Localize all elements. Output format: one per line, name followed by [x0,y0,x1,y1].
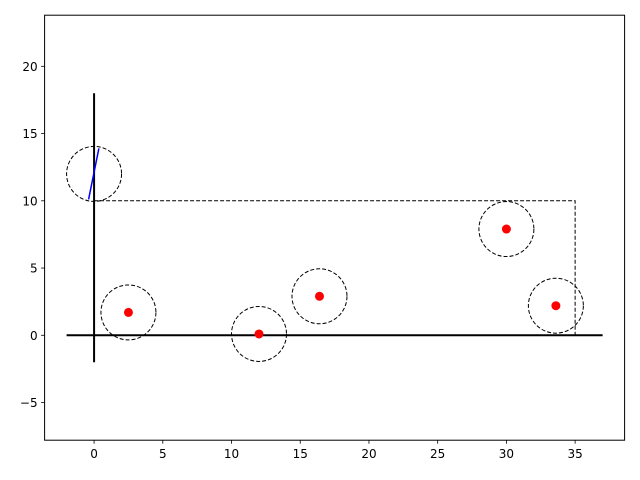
y-tick-label-0: −5 [20,396,38,410]
x-tick-label-4: 20 [361,447,376,461]
data-point-1 [254,329,264,339]
dashed-circle-0 [100,284,157,341]
data-point-3 [501,224,511,234]
data-point-0 [123,307,133,317]
plot-area [66,93,603,363]
y-tick-label-3: 10 [22,194,37,208]
data-point-4 [551,301,561,311]
y-tick-label-2: 5 [30,262,38,276]
y-tick-label-4: 15 [22,127,37,141]
x-tick-label-0: 0 [90,447,98,461]
dashed-boundary-rect [93,200,576,336]
plot-content [66,93,603,363]
dashed-circle-1 [231,305,287,362]
x-tick-label-1: 5 [159,447,167,461]
x-tick-label-7: 35 [567,447,582,461]
y-tick-label-5: 20 [22,60,37,74]
tick-layer: 0 5 10 15 20 25 30 35 −5 0 5 10 15 20 [20,60,583,461]
x-tick-label-6: 30 [499,447,514,461]
dashed-circle-4 [527,277,584,334]
data-point-2 [314,291,324,301]
dashed-circle-5 [66,145,123,202]
dashed-circle-2 [291,268,348,325]
x-tick-label-5: 25 [430,447,445,461]
axes-frame [44,14,626,441]
blue-segment [87,148,100,200]
x-tick-label-2: 10 [224,447,239,461]
dashed-circle-3 [478,201,535,258]
x-tick-label-3: 15 [293,447,308,461]
y-tick-label-1: 0 [30,329,38,343]
